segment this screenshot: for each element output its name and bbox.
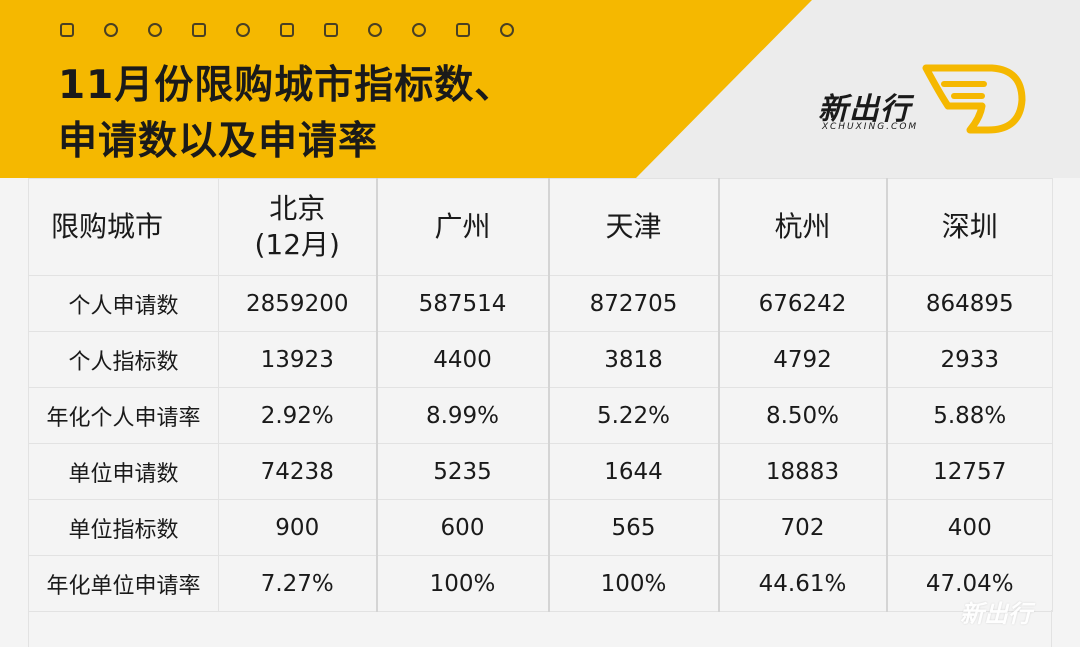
title-line-2: 申请数以及申请率: [58, 119, 379, 164]
car-front-icon: [324, 23, 338, 37]
corner-header: 限购城市: [28, 178, 219, 276]
table-cell: 7.27%: [218, 555, 377, 612]
table-cell: 600: [375, 499, 549, 556]
table-cell: 400: [885, 499, 1053, 556]
table-cell: 864895: [885, 275, 1053, 332]
table-row: 年化个人申请率 2.92% 8.99% 5.22% 8.50% 5.88%: [28, 387, 1053, 444]
table-row: 年化单位申请率 7.27% 100% 100% 44.61% 47.04%: [28, 555, 1053, 612]
table-cell: 872705: [547, 275, 719, 332]
table-cell: 2.92%: [218, 387, 377, 444]
quota-table: 限购城市 北京 (12月) 广州 天津 杭州 深圳 个人申请数 2859200 …: [28, 178, 1053, 612]
table-cell: 2933: [885, 331, 1053, 388]
decorative-icon-row: [60, 22, 520, 38]
table-cell: 2859200: [218, 275, 377, 332]
table-row: 个人指标数 13923 4400 3818 4792 2933: [28, 331, 1053, 388]
table-cell: 47.04%: [885, 555, 1053, 612]
battery-icon: [192, 23, 206, 37]
table-cell: 13923: [218, 331, 377, 388]
table-cell: 100%: [547, 555, 719, 612]
row-label: 年化个人申请率: [28, 387, 219, 444]
wheel-icon: [368, 23, 382, 37]
table-row: 个人申请数 2859200 587514 872705 676242 86489…: [28, 275, 1053, 332]
table-row: 单位指标数 900 600 565 702 400: [28, 499, 1053, 556]
logo-domain: XCHUXING.COM: [822, 122, 919, 132]
table-cell: 8.50%: [717, 387, 887, 444]
table-row: 单位申请数 74238 5235 1644 18883 12757: [28, 443, 1053, 500]
table-cell: 44.61%: [717, 555, 887, 612]
title-line-1: 11月份限购城市指标数、: [58, 63, 515, 108]
table-cell: 5.88%: [885, 387, 1053, 444]
table-cell: 565: [547, 499, 719, 556]
watermark: 新出行: [960, 600, 1032, 628]
row-label: 年化单位申请率: [28, 555, 219, 612]
city-header-beijing: 北京 (12月): [218, 178, 377, 276]
table-cell: 8.99%: [375, 387, 549, 444]
city-header-guangzhou: 广州: [375, 178, 549, 276]
table-cell: 100%: [375, 555, 549, 612]
table-cell: 4400: [375, 331, 549, 388]
table-cell: 900: [218, 499, 377, 556]
table-cell: 676242: [717, 275, 887, 332]
city-header-shenzhen: 深圳: [885, 178, 1053, 276]
row-label: 个人指标数: [28, 331, 219, 388]
table-cell: 5.22%: [547, 387, 719, 444]
table-cell: 4792: [717, 331, 887, 388]
turbo-icon: [236, 23, 250, 37]
table-cell: 74238: [218, 443, 377, 500]
logo-name: 新出行: [818, 92, 911, 127]
table-cell: 702: [717, 499, 887, 556]
turbo-icon: [500, 23, 514, 37]
wheel-icon: [104, 23, 118, 37]
city-note: (12月): [254, 228, 340, 261]
table-cell: 5235: [375, 443, 549, 500]
city-name: 北京: [269, 192, 326, 225]
car-front-icon: [60, 23, 74, 37]
row-label: 单位申请数: [28, 443, 219, 500]
table-cell: 18883: [717, 443, 887, 500]
table-cell: 3818: [547, 331, 719, 388]
row-label: 单位指标数: [28, 499, 219, 556]
wing-icon: [922, 64, 1026, 134]
city-header-hangzhou: 杭州: [717, 178, 887, 276]
header-banner: 11月份限购城市指标数、 申请数以及申请率 新出行 XCHUXING.COM: [0, 0, 1080, 178]
page-title: 11月份限购城市指标数、 申请数以及申请率: [58, 58, 514, 170]
table-footer-strip: [28, 610, 1052, 647]
gear-icon: [148, 23, 162, 37]
brand-logo: 新出行 XCHUXING.COM: [818, 62, 1038, 142]
gear-icon: [412, 23, 426, 37]
table-cell: 12757: [885, 443, 1053, 500]
table-cell: 1644: [547, 443, 719, 500]
wiper-icon: [280, 23, 294, 37]
battery-icon: [456, 23, 470, 37]
table-header-row: 限购城市 北京 (12月) 广州 天津 杭州 深圳: [28, 178, 1053, 276]
row-label: 个人申请数: [28, 275, 219, 332]
city-header-tianjin: 天津: [547, 178, 719, 276]
table-cell: 587514: [375, 275, 549, 332]
